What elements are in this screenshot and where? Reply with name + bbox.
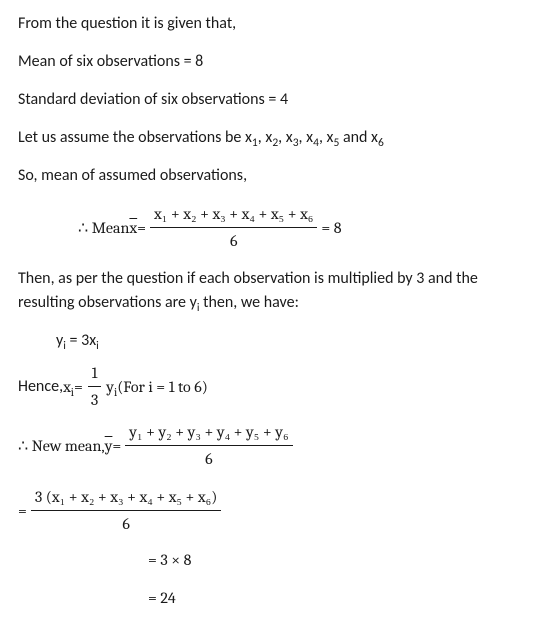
line-assume: Let us assume the observations be x1, x2… bbox=[18, 126, 522, 150]
line-mean-assumed: So, mean of assumed observations, bbox=[18, 164, 522, 188]
frac-den: 6 bbox=[226, 228, 242, 253]
nm-lead: ∴ New mean, bbox=[18, 434, 105, 458]
frac-step2: 3 (x₁ + x₂ + x₃ + x₄ + x₅ + x₆) 6 bbox=[31, 485, 221, 536]
eq-meanx: ∴ Mean x = x₁ + x₂ + x₃ + x₄ + x₅ + x₆ 6… bbox=[78, 202, 522, 253]
nm-eq: = bbox=[112, 434, 121, 458]
line-yi: yi = 3xi bbox=[56, 329, 522, 353]
x1: x1 bbox=[245, 128, 258, 147]
x2: x2 bbox=[265, 128, 278, 147]
line-hence: Hence, xi = 1 3 yi (For i = 1 to 6) bbox=[18, 361, 522, 412]
frac-newmean: y₁ + y₂ + y₃ + y₄ + y₅ + y₆ 6 bbox=[125, 420, 292, 471]
for: (For i = 1 to 6) bbox=[117, 375, 208, 399]
x5: x5 bbox=[327, 128, 340, 147]
ybar: y bbox=[105, 434, 113, 458]
line-then: Then, as per the question if each observ… bbox=[18, 267, 522, 315]
then-tail: then, we have: bbox=[200, 293, 299, 312]
equals: = bbox=[137, 216, 146, 240]
result-2: = 24 bbox=[148, 586, 522, 610]
hence: Hence, bbox=[18, 375, 63, 399]
x6: x6 bbox=[371, 128, 384, 147]
and: and bbox=[339, 128, 371, 147]
eq4-eq: = bbox=[18, 499, 27, 523]
assume-lead: Let us assume the observations be bbox=[18, 128, 245, 147]
eq3x: = 3x bbox=[66, 331, 96, 350]
eq: = bbox=[74, 375, 83, 399]
eq-step2: = 3 (x₁ + x₂ + x₃ + x₄ + x₅ + x₆) 6 bbox=[18, 485, 522, 536]
result-1: = 3 × 8 bbox=[148, 548, 522, 572]
line-sd-given: Standard deviation of six observations =… bbox=[18, 88, 522, 112]
frac-meanx: x₁ + x₂ + x₃ + x₄ + x₅ + x₆ 6 bbox=[150, 202, 317, 253]
eq-tail: = 8 bbox=[321, 216, 341, 240]
eq-lead: ∴ Mean bbox=[78, 216, 129, 240]
frac-num: x₁ + x₂ + x₃ + x₄ + x₅ + x₆ bbox=[150, 202, 317, 228]
yi: yi bbox=[106, 375, 117, 399]
frac-13: 1 3 bbox=[87, 361, 102, 412]
x4: x4 bbox=[306, 128, 319, 147]
line-mean-given: Mean of six observations = 8 bbox=[18, 50, 522, 74]
xbar: x bbox=[129, 216, 137, 240]
xi: xi bbox=[63, 375, 74, 399]
eq-newmean: ∴ New mean, y = y₁ + y₂ + y₃ + y₄ + y₅ +… bbox=[18, 420, 522, 471]
x3: x3 bbox=[286, 128, 299, 147]
xs: i bbox=[96, 339, 99, 353]
line-given: From the question it is given that, bbox=[18, 12, 522, 36]
